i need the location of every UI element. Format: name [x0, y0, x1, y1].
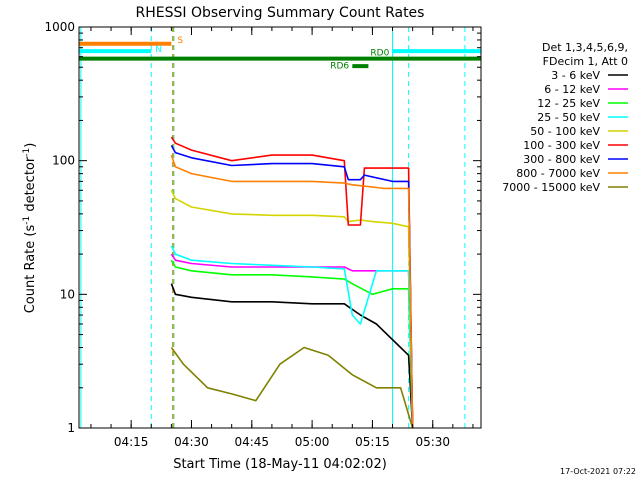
legend-label-1: 3 - 6 keV	[551, 69, 600, 82]
legend-label-8: 800 - 7000 keV	[516, 167, 600, 180]
legend-header-fdecim: FDecim 1, Att 0	[543, 55, 628, 68]
y-axis-ticks: 1 10 100 1000	[44, 20, 481, 435]
y-tick-label-3: 100	[52, 154, 75, 168]
x-tick-label-4: 05:00	[295, 435, 330, 449]
chart-title: RHESSI Observing Summary Count Rates	[136, 5, 425, 21]
datestamp: 17-Oct-2021 07:22	[560, 467, 636, 476]
flag-label-rd6-4: RD6	[330, 61, 349, 71]
legend: Det 1,3,4,5,6,9, FDecim 1, Att 0 3 - 6 k…	[502, 41, 628, 194]
series-line-1	[170, 283, 414, 429]
y-tick-label-2: 10	[60, 287, 75, 301]
legend-label-7: 300 - 800 keV	[523, 153, 600, 166]
series-line-8	[170, 154, 414, 429]
x-tick-label-1: 04:15	[114, 435, 149, 449]
legend-label-6: 100 - 300 keV	[523, 139, 600, 152]
series-line-6	[170, 136, 414, 429]
x-axis-ticks: 04:15 04:30 04:45 05:00 05:15 05:30	[90, 27, 474, 449]
legend-label-9: 7000 - 15000 keV	[502, 181, 600, 194]
y-tick-label-1: 1	[67, 421, 75, 435]
flag-label-rd0-3: RD0	[370, 49, 389, 59]
series-line-4	[170, 245, 414, 429]
y-tick-label-4: 1000	[44, 20, 75, 34]
x-tick-label-3: 04:45	[234, 435, 269, 449]
series-line-7	[170, 145, 414, 429]
series-line-9	[170, 346, 414, 429]
flag-label-s-1: S	[177, 36, 183, 46]
plot-frame	[78, 26, 482, 429]
plot-area: S N RD0 RD6	[79, 27, 481, 429]
legend-label-2: 6 - 12 keV	[544, 83, 600, 96]
series-line-2	[170, 253, 414, 429]
legend-label-4: 25 - 50 keV	[537, 111, 600, 124]
legend-label-5: 50 - 100 keV	[530, 125, 600, 138]
x-tick-label-6: 05:30	[415, 435, 450, 449]
series-line-5	[170, 189, 414, 429]
y-axis-label: Count Rate (s-1 detector-1)	[22, 143, 38, 314]
x-tick-label-5: 05:15	[355, 435, 390, 449]
series-line-3	[170, 259, 414, 429]
legend-header-detectors: Det 1,3,4,5,6,9,	[542, 41, 628, 54]
x-axis-label: Start Time (18-May-11 04:02:02)	[173, 457, 387, 472]
x-tick-label-2: 04:30	[174, 435, 209, 449]
flag-label-n-2: N	[155, 45, 162, 55]
legend-label-3: 12 - 25 keV	[537, 97, 600, 110]
